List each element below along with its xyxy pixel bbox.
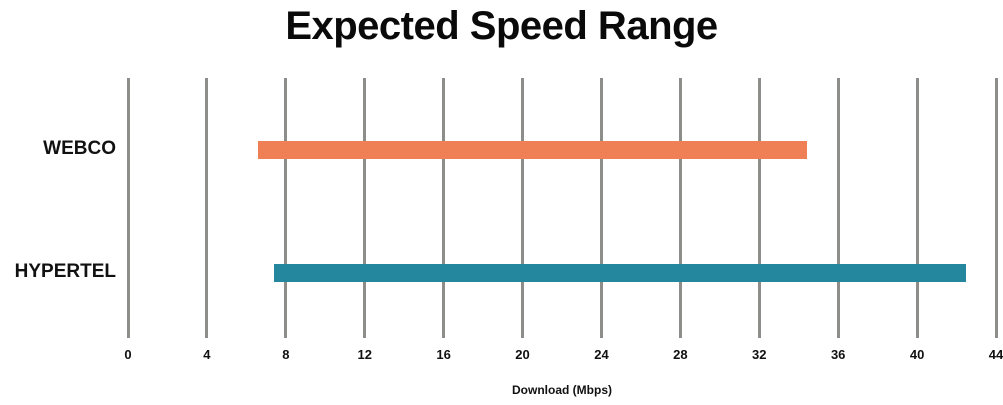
gridline — [678, 78, 682, 338]
gridline — [363, 78, 367, 338]
gridline — [126, 78, 130, 338]
x-tick-label: 0 — [124, 347, 132, 362]
x-tick-label: 20 — [515, 347, 530, 362]
x-axis-title: Download (Mbps) — [512, 383, 612, 397]
x-tick-label: 8 — [282, 347, 290, 362]
x-tick-label: 36 — [830, 347, 846, 362]
gridline — [915, 78, 919, 338]
gridline — [994, 78, 998, 338]
x-tick-label: 4 — [203, 347, 211, 362]
x-tick-label: 32 — [752, 347, 767, 362]
x-tick-label: 24 — [594, 347, 609, 362]
x-tick-label: 28 — [673, 347, 688, 362]
gridline — [284, 78, 288, 338]
range-bar-webco — [258, 141, 807, 159]
range-bar-hypertel — [273, 264, 967, 282]
x-tick-label: 44 — [988, 347, 1003, 362]
category-label-webco: WEBCO — [43, 138, 116, 159]
gridline — [521, 78, 525, 338]
category-label-hypertel: HYPERTEL — [14, 261, 116, 282]
gridline — [757, 78, 761, 338]
gridline — [205, 78, 209, 338]
gridline — [442, 78, 446, 338]
chart-title: Expected Speed Range — [285, 4, 718, 48]
x-tick-label: 12 — [357, 347, 372, 362]
plot-area — [126, 78, 998, 338]
x-tick-label: 16 — [436, 347, 451, 362]
x-tick-label: 40 — [909, 347, 925, 362]
gridline — [836, 78, 840, 338]
gridline — [599, 78, 603, 338]
